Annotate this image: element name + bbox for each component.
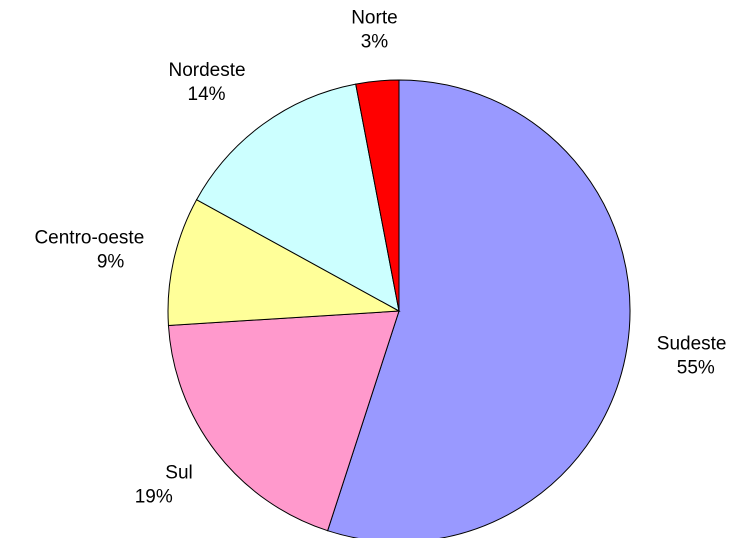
slice-value-label: 55% [677, 357, 715, 378]
slice-label: Sudeste [657, 333, 727, 354]
slice-label: Nordeste [168, 60, 245, 81]
pie-slice [167, 199, 401, 327]
slice-value-label: 9% [97, 251, 125, 272]
slice-label: Norte [351, 7, 397, 28]
slice-value-label: 19% [135, 486, 173, 507]
pie-slice [167, 310, 400, 532]
slice-label: Centro-oeste [34, 227, 144, 248]
pie-slice [355, 79, 400, 312]
pie-slice [195, 83, 400, 312]
slice-value-label: 3% [361, 31, 389, 52]
slice-value-label: 14% [188, 84, 226, 105]
slice-label: Sul [165, 462, 192, 483]
